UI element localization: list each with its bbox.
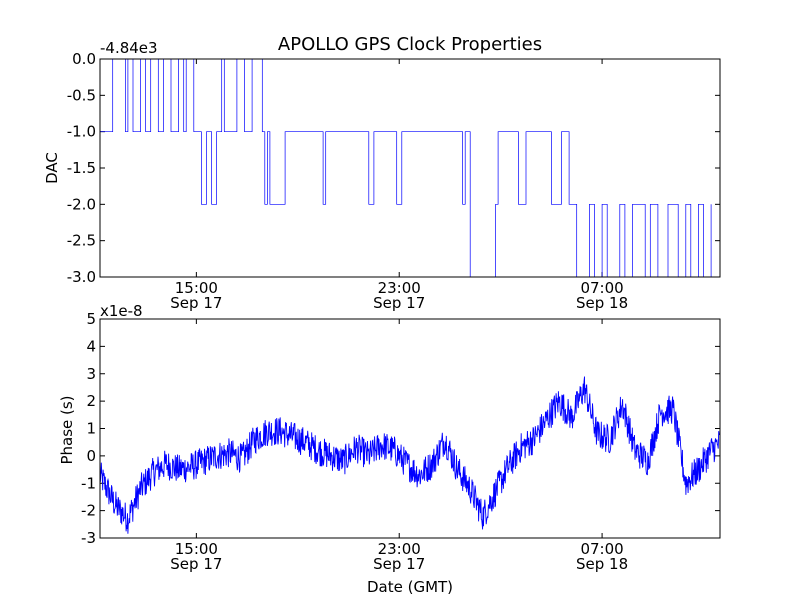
dac-x-tick-time: 15:00 (175, 279, 218, 297)
dac-y-tick-label: -3.0 (67, 268, 96, 286)
dac-x-tick-time: 07:00 (580, 279, 623, 297)
phase-y-tick-label: -1 (81, 474, 96, 492)
phase-series-line (99, 376, 721, 534)
dac-offset-label: -4.84e3 (100, 39, 158, 57)
chart-title: APOLLO GPS Clock Properties (278, 34, 542, 55)
phase-y-axis: 5 4 3 2 1 0 -1 -2 -3 (81, 310, 720, 547)
phase-y-tick-label: 1 (86, 420, 96, 438)
dac-y-axis-label: DAC (43, 152, 61, 184)
dac-y-axis: 0.0 -0.5 -1.0 -1.5 -2.0 -2.5 -3.0 (67, 50, 720, 286)
phase-y-tick-label: 0 (86, 447, 96, 465)
phase-x-tick-time: 15:00 (175, 540, 218, 558)
phase-x-tick-date: Sep 17 (373, 555, 425, 573)
dac-y-tick-label: -1.5 (67, 159, 96, 177)
phase-y-tick-label: 4 (86, 337, 96, 355)
phase-y-tick-label: 3 (86, 365, 96, 383)
dac-y-tick-label: -0.5 (67, 86, 96, 104)
phase-x-tick-time: 23:00 (378, 540, 421, 558)
dac-x-tick-date: Sep 17 (170, 294, 222, 312)
dac-y-tick-label: 0.0 (72, 50, 96, 68)
dac-y-tick-label: -1.0 (67, 123, 96, 141)
phase-x-tick-time: 07:00 (580, 540, 623, 558)
phase-y-tick-label: 5 (86, 310, 96, 328)
phase-y-tick-label: -2 (81, 502, 96, 520)
dac-panel: APOLLO GPS Clock Properties -4.84e3 0.0 -… (43, 34, 721, 312)
phase-x-tick-date: Sep 17 (170, 555, 222, 573)
phase-x-tick-date: Sep 18 (576, 555, 628, 573)
dac-y-tick-label: -2.5 (67, 232, 96, 250)
phase-y-axis-label: Phase (s) (58, 395, 76, 464)
x-axis-label: Date (GMT) (367, 578, 453, 596)
phase-y-tick-label: 2 (86, 392, 96, 410)
phase-axes-frame (99, 318, 721, 539)
dac-y-tick-label: -2.0 (67, 195, 96, 213)
dac-x-tick-date: Sep 18 (576, 294, 628, 312)
dac-series-line (100, 58, 712, 278)
dac-axes-frame (99, 58, 721, 278)
dac-x-tick-date: Sep 17 (373, 294, 425, 312)
phase-y-tick-label: -3 (81, 529, 96, 547)
phase-offset-label: x1e-8 (100, 302, 143, 320)
dac-x-tick-time: 23:00 (378, 279, 421, 297)
